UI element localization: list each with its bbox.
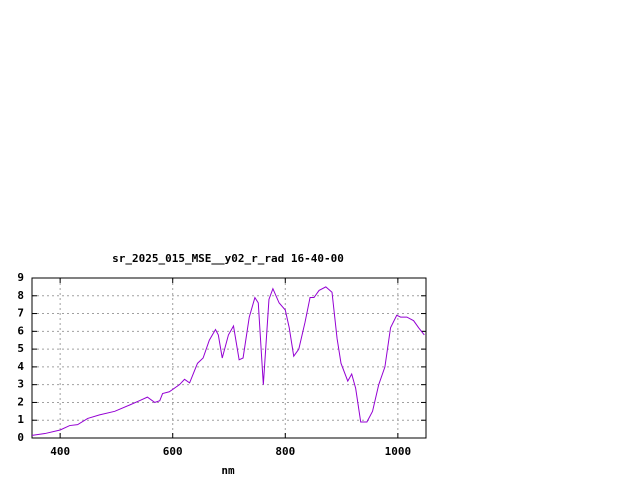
y-tick-label: 9 [17,271,24,284]
y-tick-label: 5 [17,342,24,355]
y-tick-label: 2 [17,395,24,408]
x-tick-label: 400 [50,445,70,458]
y-tick-label: 8 [17,289,24,302]
y-tick-label: 4 [17,360,24,373]
chart-title: sr_2025_015_MSE__y02_r_rad 16-40-00 [112,252,344,265]
x-axis-label: nm [221,464,235,477]
y-tick-label: 3 [17,378,24,391]
y-tick-label: 0 [17,431,24,444]
y-tick-label: 7 [17,307,24,320]
data-line [31,286,425,436]
x-tick-label: 800 [275,445,295,458]
x-tick-label: 1000 [385,445,412,458]
y-tick-label: 1 [17,413,24,426]
plot-frame [31,277,427,439]
x-tick-label: 600 [163,445,183,458]
y-tick-label: 6 [17,324,24,337]
